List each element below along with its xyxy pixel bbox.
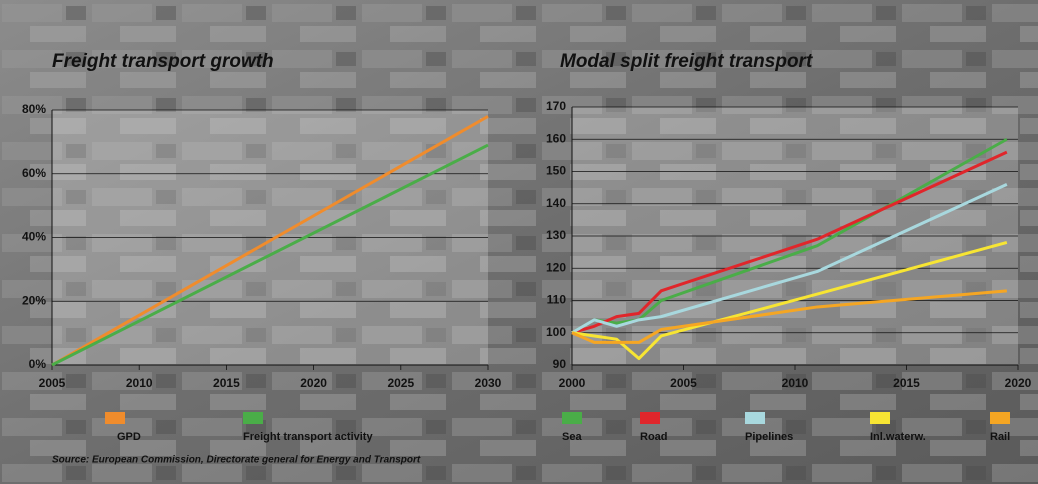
legend-label: Inl.waterw. [870, 431, 926, 443]
legend-swatch [745, 412, 765, 424]
x-tick-label: 2020 [300, 376, 327, 390]
y-tick-label: 170 [546, 99, 566, 113]
x-tick-label: 2010 [126, 376, 153, 390]
chart-page: Freight transport growth Modal split fre… [0, 0, 1038, 484]
x-tick-label: 2015 [893, 376, 920, 390]
x-tick-label: 2005 [670, 376, 697, 390]
x-tick-label: 2000 [559, 376, 586, 390]
legend-swatch [105, 412, 125, 424]
x-tick-label: 2015 [213, 376, 240, 390]
x-tick-label: 2030 [475, 376, 502, 390]
y-tick-label: 130 [546, 228, 566, 242]
legend-label: Sea [562, 431, 582, 443]
legend-label: Road [640, 431, 668, 443]
legend-label: Pipelines [745, 431, 793, 443]
source-note: Source: European Commission, Directorate… [52, 455, 421, 466]
y-tick-label: 40% [22, 230, 46, 244]
legend-swatch [243, 412, 263, 424]
legend-label: GPD [117, 431, 141, 443]
x-tick-label: 2025 [387, 376, 414, 390]
chart-title: Modal split freight transport [560, 51, 813, 72]
legend-swatch [640, 412, 660, 424]
y-tick-label: 0% [29, 357, 47, 371]
legend-label: Freight transport activity [243, 431, 373, 443]
y-tick-label: 80% [22, 102, 46, 116]
legend-swatch [562, 412, 582, 424]
y-tick-label: 150 [546, 164, 566, 178]
y-tick-label: 100 [546, 325, 566, 339]
y-tick-label: 140 [546, 196, 566, 210]
y-tick-label: 160 [546, 131, 566, 145]
x-tick-label: 2020 [1005, 376, 1032, 390]
legend-label: Rail [990, 431, 1010, 443]
y-tick-label: 20% [22, 293, 46, 307]
legend-swatch [870, 412, 890, 424]
x-tick-label: 2005 [39, 376, 66, 390]
y-tick-label: 110 [547, 293, 567, 307]
x-tick-label: 2010 [782, 376, 809, 390]
y-tick-label: 120 [546, 260, 566, 274]
y-tick-label: 60% [22, 166, 46, 180]
y-tick-label: 90 [553, 357, 567, 371]
legend-swatch [990, 412, 1010, 424]
chart-title: Freight transport growth [52, 51, 274, 72]
